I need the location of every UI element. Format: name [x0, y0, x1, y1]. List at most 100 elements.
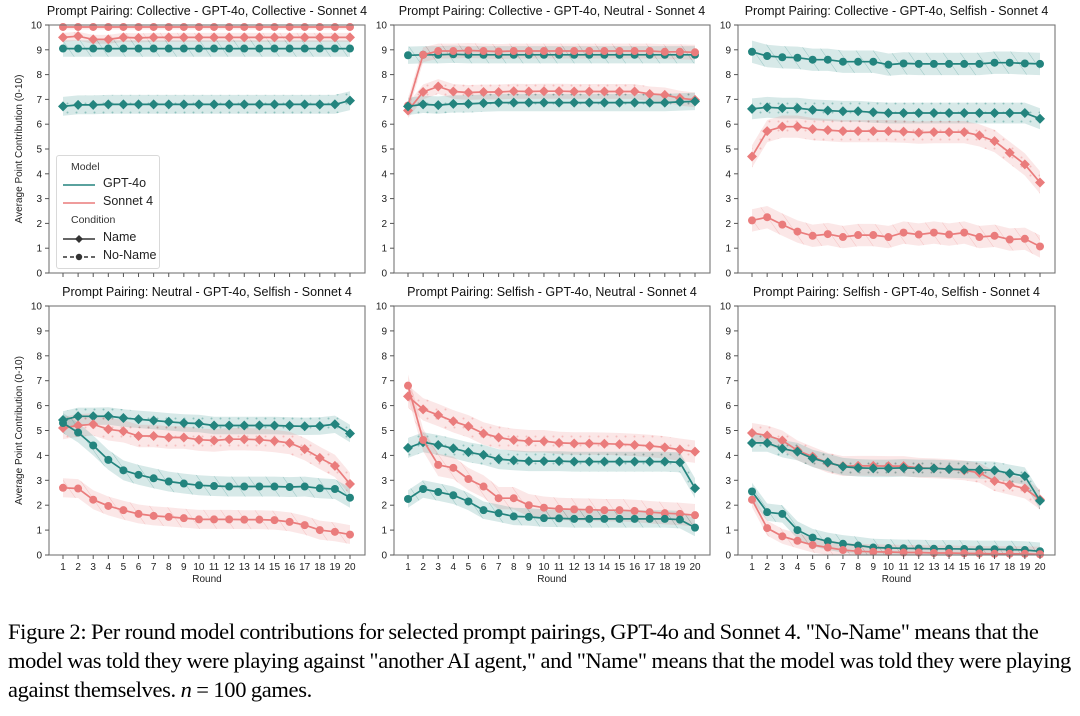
- data-point-diamond: [959, 127, 970, 138]
- y-tick-label: 8: [36, 70, 42, 81]
- y-tick-label: 10: [720, 302, 732, 313]
- data-point-diamond: [103, 424, 114, 435]
- data-point-circle: [823, 543, 832, 552]
- x-tick-label: 11: [209, 562, 220, 573]
- data-point-diamond: [463, 447, 474, 458]
- data-point-circle: [823, 230, 832, 239]
- data-point-diamond: [614, 97, 625, 108]
- y-tick-label: 6: [381, 120, 387, 131]
- subplot-title: Prompt Pairing: Collective - GPT-4o, Col…: [47, 4, 367, 18]
- data-point-circle: [1036, 242, 1044, 251]
- data-point-circle: [524, 512, 533, 521]
- data-point-diamond: [299, 444, 310, 455]
- data-point-diamond: [314, 421, 325, 432]
- data-point-diamond: [239, 420, 250, 431]
- data-point-diamond: [584, 456, 595, 467]
- data-point-circle: [990, 58, 999, 67]
- x-tick-label: 9: [526, 562, 532, 573]
- data-point-diamond: [883, 108, 894, 119]
- data-point-diamond: [314, 32, 325, 43]
- data-point-circle: [179, 479, 188, 488]
- data-point-diamond: [523, 97, 534, 108]
- data-point-diamond: [644, 456, 655, 467]
- data-point-diamond: [163, 432, 174, 443]
- y-tick-label: 8: [725, 70, 731, 81]
- data-point-circle: [645, 514, 654, 523]
- data-point-diamond: [58, 101, 68, 112]
- data-point-diamond: [599, 456, 610, 467]
- data-point-diamond: [822, 125, 833, 136]
- data-point-circle: [134, 470, 143, 479]
- data-point-circle: [509, 47, 518, 56]
- data-point-circle: [555, 47, 564, 56]
- data-point-circle: [539, 47, 548, 56]
- data-point-diamond: [523, 436, 534, 447]
- x-tick-label: 7: [151, 562, 157, 573]
- data-point-circle: [194, 515, 203, 524]
- y-tick-label: 9: [381, 45, 387, 56]
- data-point-diamond: [538, 97, 549, 108]
- data-point-diamond: [822, 105, 833, 116]
- x-tick-label: 17: [644, 562, 656, 573]
- y-tick-label: 4: [36, 169, 42, 180]
- data-point-diamond: [478, 98, 489, 109]
- data-point-circle: [74, 484, 83, 493]
- data-point-circle: [59, 419, 67, 428]
- x-tick-label: 1: [749, 562, 755, 573]
- data-point-circle: [89, 441, 98, 450]
- data-point-circle: [194, 481, 203, 490]
- data-point-diamond: [822, 457, 833, 468]
- data-point-diamond: [224, 32, 235, 43]
- data-point-circle: [59, 483, 67, 492]
- data-point-circle: [464, 475, 473, 484]
- data-point-diamond: [478, 428, 489, 439]
- x-axis-label: Round: [537, 574, 566, 585]
- data-point-circle: [225, 482, 234, 491]
- data-point-circle: [300, 521, 309, 530]
- data-point-circle: [793, 536, 802, 545]
- data-point-diamond: [868, 463, 879, 474]
- x-axis-label: Round: [192, 574, 221, 585]
- data-point-diamond: [329, 99, 340, 110]
- data-point-diamond: [254, 434, 265, 445]
- data-point-circle: [1020, 234, 1029, 243]
- x-tick-label: 18: [1004, 562, 1016, 573]
- data-point-diamond: [690, 483, 700, 494]
- data-point-diamond: [762, 126, 773, 137]
- data-point-diamond: [73, 99, 84, 110]
- data-point-circle: [675, 515, 684, 524]
- data-point-circle: [555, 504, 564, 513]
- x-tick-label: 19: [674, 562, 686, 573]
- data-point-circle: [285, 483, 294, 492]
- y-tick-label: 9: [725, 326, 731, 337]
- data-point-circle: [763, 508, 772, 517]
- y-tick-label: 10: [31, 21, 43, 32]
- x-tick-label: 14: [599, 562, 611, 573]
- data-point-diamond: [659, 442, 670, 453]
- data-point-diamond: [329, 419, 340, 430]
- data-point-circle: [1005, 58, 1014, 67]
- data-point-circle: [194, 22, 203, 31]
- data-point-diamond: [1004, 479, 1015, 490]
- y-tick-label: 5: [36, 426, 42, 437]
- data-point-diamond: [269, 99, 280, 110]
- caption-math-n: n: [180, 677, 192, 702]
- data-point-diamond: [747, 427, 757, 438]
- data-point-diamond: [989, 108, 1000, 119]
- data-point-diamond: [599, 97, 610, 108]
- data-point-diamond: [478, 449, 489, 460]
- data-point-diamond: [1019, 159, 1030, 170]
- data-point-diamond: [853, 462, 864, 473]
- subplot-title: Prompt Pairing: Neutral - GPT-4o, Selfis…: [62, 285, 352, 299]
- data-point-circle: [778, 53, 787, 62]
- data-point-circle: [89, 44, 98, 53]
- legend-swatch-gpt4o: [63, 184, 95, 186]
- data-point-diamond: [73, 420, 84, 431]
- y-tick-label: 5: [725, 426, 731, 437]
- data-point-circle: [1005, 549, 1014, 558]
- x-tick-label: 7: [840, 562, 846, 573]
- data-point-diamond: [868, 126, 879, 137]
- data-point-circle: [270, 44, 279, 53]
- data-point-circle: [691, 48, 699, 57]
- data-point-diamond: [554, 97, 565, 108]
